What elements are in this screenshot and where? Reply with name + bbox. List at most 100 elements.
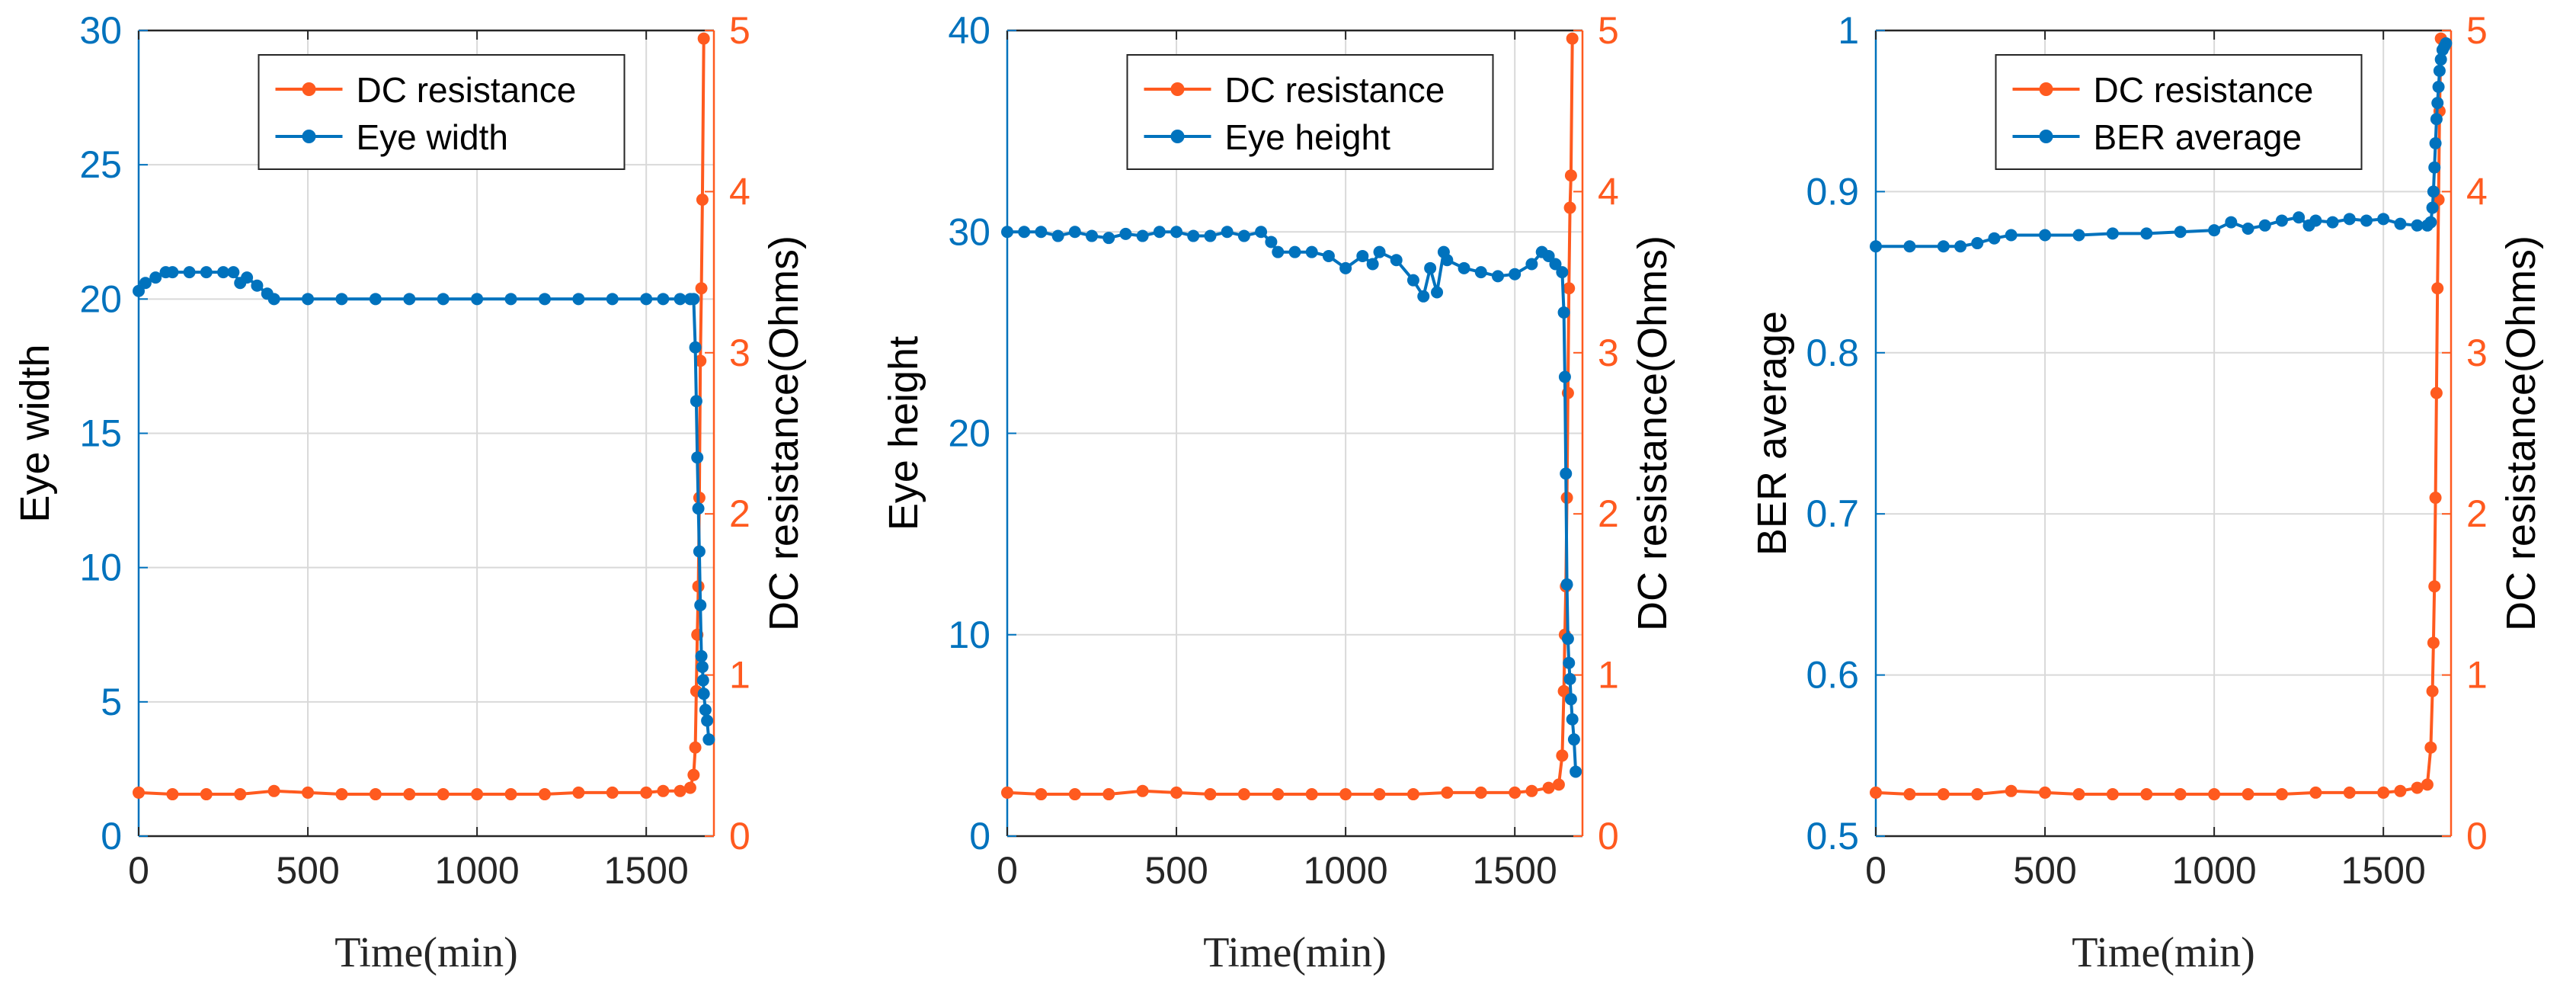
data-point <box>2377 213 2390 226</box>
right-y-tick-label: 4 <box>2466 170 2488 213</box>
data-point <box>699 704 712 716</box>
data-point <box>1237 788 1250 801</box>
data-point <box>1051 229 1064 242</box>
data-point <box>2072 229 2085 242</box>
data-point <box>369 788 382 801</box>
data-point <box>696 193 709 206</box>
data-point <box>1406 274 1419 287</box>
data-point <box>697 32 710 45</box>
left-y-tick-label: 0.6 <box>1806 654 1859 697</box>
data-point <box>2208 788 2221 801</box>
data-point <box>687 768 700 781</box>
data-point <box>2343 213 2356 226</box>
data-point <box>2225 216 2238 229</box>
data-point <box>572 786 585 799</box>
data-point <box>2106 788 2119 801</box>
data-point <box>2258 219 2271 232</box>
x-tick-label: 1000 <box>2172 849 2257 892</box>
data-point <box>200 266 213 279</box>
data-point <box>606 786 619 799</box>
data-point <box>2174 788 2187 801</box>
data-point <box>1119 227 1132 240</box>
data-point <box>369 293 382 306</box>
data-point <box>1870 786 1882 799</box>
legend-swatch-marker <box>1170 82 1185 96</box>
right-y-tick-label: 3 <box>729 332 750 374</box>
data-point <box>166 266 179 279</box>
data-point <box>1971 788 1984 801</box>
chart-panel-3: 0 500 1000 1500 0.5 0.6 0.7 0.8 0.9 1 0 1 2 3 4 5 Time(m… <box>1749 9 2544 976</box>
left-y-tick-label: 30 <box>79 9 122 52</box>
data-point <box>1937 788 1950 801</box>
data-point <box>1272 245 1285 258</box>
data-point <box>1557 684 1570 697</box>
data-point <box>2005 784 2018 797</box>
data-point <box>1971 237 1984 250</box>
data-point <box>2430 386 2443 399</box>
data-point <box>2426 684 2439 697</box>
data-point <box>1068 788 1081 801</box>
right-y-tick-label: 1 <box>729 654 750 697</box>
series-line <box>137 271 711 740</box>
data-point <box>1265 236 1278 248</box>
data-point <box>267 784 280 797</box>
data-point <box>2005 229 2018 242</box>
data-point <box>696 661 709 674</box>
legend-item: DC resistance <box>2012 70 2313 110</box>
data-point <box>1170 226 1183 239</box>
x-tick-label: 500 <box>2013 849 2076 892</box>
legend-label: Eye height <box>1225 117 1391 157</box>
data-point <box>335 788 348 801</box>
data-point <box>2434 53 2447 66</box>
data-point <box>640 786 653 799</box>
legend-swatch-marker <box>2039 130 2053 143</box>
legend-item: DC resistance <box>275 70 576 110</box>
legend-box <box>1995 54 2363 170</box>
data-point <box>689 741 702 754</box>
left-y-tick-label: 5 <box>101 681 122 723</box>
data-point <box>1390 254 1403 267</box>
right-y-tick-label: 0 <box>729 815 750 857</box>
data-point <box>267 293 280 306</box>
data-point <box>2242 788 2254 801</box>
data-point <box>200 788 213 801</box>
data-point <box>1557 306 1570 319</box>
data-point <box>640 293 653 306</box>
x-tick-label: 1000 <box>1304 849 1388 892</box>
data-point <box>166 788 179 801</box>
data-point <box>1474 786 1487 799</box>
data-point <box>227 266 240 279</box>
x-tick-label: 1500 <box>1473 849 1557 892</box>
data-point <box>1525 784 1538 797</box>
data-point <box>691 451 704 464</box>
data-point <box>403 293 416 306</box>
left-y-tick-label: 0.9 <box>1806 170 1859 213</box>
data-point <box>1558 370 1571 383</box>
data-point <box>2431 282 2444 295</box>
data-point <box>2275 214 2288 227</box>
data-point <box>1954 240 1967 253</box>
data-point <box>2275 788 2288 801</box>
data-point <box>1509 268 1522 280</box>
left-y-tick-label: 0 <box>969 815 990 857</box>
left-y-tick-label: 0.7 <box>1806 492 1859 535</box>
x-tick-label: 0 <box>997 849 1018 892</box>
legend: DC resistance Eye width <box>258 54 626 170</box>
legend-item: Eye height <box>1144 117 1391 157</box>
data-point <box>694 598 707 611</box>
data-point <box>2208 224 2221 237</box>
data-point <box>1441 254 1454 267</box>
legend-box <box>258 54 626 170</box>
data-point <box>2424 741 2437 754</box>
data-point <box>1424 261 1437 274</box>
right-y-tick-label: 3 <box>1598 332 1619 374</box>
data-point <box>1068 226 1081 239</box>
right-y-tick-label: 1 <box>1598 654 1619 697</box>
data-point <box>437 788 450 801</box>
data-point <box>1458 261 1470 274</box>
legend-item: DC resistance <box>1144 70 1445 110</box>
data-point <box>1441 786 1454 799</box>
data-point <box>1035 788 1048 801</box>
data-point <box>2293 211 2306 224</box>
